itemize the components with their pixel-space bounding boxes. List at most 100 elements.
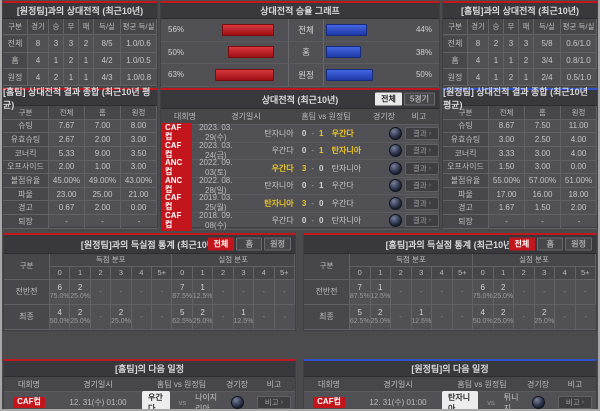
- home-team-name: 우간다: [271, 216, 294, 226]
- goal-percent: 50.0%: [50, 317, 70, 325]
- stat-value: 1.67: [489, 201, 525, 216]
- match-row[interactable]: CAF컵 2023. 03. 29(수) 탄자니아 0-1 우간다 결과 ›: [161, 123, 439, 144]
- filter-tab[interactable]: 전체: [508, 237, 536, 251]
- stat-value: 1: [49, 52, 64, 70]
- panel-summary-awayteam: [원정팀] 상대전적 결과 종합 (최근10년 평균) 구분 전체 홈 원정 슈팅 8.6…: [442, 87, 598, 229]
- goal-stat-cell: 2 25.0%: [70, 305, 91, 330]
- result-button[interactable]: 결과 ›: [405, 196, 439, 210]
- match-row[interactable]: CAF컵 2018. 09. 08(수) 우간다 0-0 탄자니아 결과 ›: [161, 211, 439, 231]
- goal-count: 5: [357, 308, 362, 318]
- empty-value: -: [460, 312, 464, 322]
- goal-stat-cell: -: [452, 280, 473, 305]
- goal-stat-cell: -: [575, 280, 596, 305]
- match-row[interactable]: CAF컵 2023. 03. 24(금) 우간다 0-1 탄자니아 결과 ›: [161, 141, 439, 161]
- home-win-bar: [221, 23, 274, 36]
- filter-tab[interactable]: 원정: [264, 237, 291, 251]
- stat-value: 0.5/1.0: [561, 69, 597, 87]
- goal-percent: 25.0%: [493, 292, 514, 300]
- h2h-record-table: 구분 경기 승 무 패 득/실 평균 득/실 전체 8 2 3 3 5/8 0.6/1.0 홈 4 1 1 2 3/4…: [443, 19, 597, 87]
- away-win-percent: 50%: [415, 70, 432, 80]
- column-header: 득/실: [94, 19, 121, 35]
- away-team-name: 나이지리아: [195, 392, 218, 411]
- goal-stat-cell: 6 75.0%: [473, 280, 494, 305]
- filter-tab[interactable]: 전체: [375, 92, 402, 106]
- goal-count: 1: [200, 283, 205, 293]
- stadium-icon[interactable]: [388, 161, 402, 175]
- stat-value: 1.50: [525, 201, 561, 216]
- row-label: 코너킥: [443, 146, 489, 161]
- filter-tab[interactable]: 5경기: [403, 92, 435, 106]
- stadium-icon[interactable]: [388, 144, 402, 158]
- stat-value: 2: [64, 52, 79, 70]
- away-score: 1: [318, 128, 324, 138]
- league-badge: CAF컵: [161, 193, 192, 214]
- schedule-row[interactable]: CAF컵 12. 31(수) 01:00 탄자니아 vs 튀니지 비고 ›: [304, 390, 596, 411]
- stat-value: 3: [504, 35, 519, 53]
- stat-value: 2.00: [85, 201, 121, 216]
- home-bar-track: [205, 46, 288, 59]
- empty-value: -: [140, 312, 143, 322]
- filter-tab[interactable]: 원정: [565, 237, 592, 251]
- goal-stat-cell: -: [391, 280, 412, 305]
- goal-bin-header: 3: [411, 267, 432, 280]
- stat-value: 3.00: [121, 160, 157, 175]
- goal-count: 2: [77, 283, 83, 293]
- filter-tab[interactable]: 전체: [207, 237, 235, 251]
- result-button[interactable]: 결과 ›: [405, 214, 439, 228]
- goal-stats-tabs: 전체 홈 원정: [207, 237, 291, 251]
- stadium-icon[interactable]: [388, 214, 402, 228]
- home-bar-track: [205, 23, 288, 36]
- home-score: 0: [301, 181, 307, 191]
- note-button[interactable]: 비고 ›: [558, 396, 592, 409]
- panel-next-match-hometeam: [홈팀]의 다음 일정 대회명 경기일시 홈팀 vs 원정팀 경기장 비고 CAF컵 12…: [3, 359, 296, 411]
- stadium-icon[interactable]: [388, 179, 402, 193]
- home-team-name: 탄자니아: [442, 390, 479, 411]
- goal-stat-cell: 5 62.5%: [350, 305, 371, 330]
- stat-value: 1.0/0.8: [121, 69, 157, 87]
- filter-tab[interactable]: 홈: [236, 237, 263, 251]
- winrate-row: 50% 홈 38%: [161, 41, 439, 65]
- column-header: 원정: [561, 106, 597, 120]
- goal-stat-cell: -: [411, 280, 432, 305]
- goal-stat-cell: -: [131, 305, 153, 330]
- column-header: 원정: [121, 106, 157, 120]
- result-button[interactable]: 결과 ›: [405, 144, 439, 158]
- column-header: 홈: [525, 106, 561, 120]
- result-button[interactable]: 결과 ›: [405, 161, 439, 175]
- result-button[interactable]: 결과 ›: [405, 179, 439, 193]
- row-label: 파울: [3, 187, 49, 202]
- column-header: 홈팀 vs 원정팀: [156, 379, 207, 389]
- stadium-icon[interactable]: [531, 396, 545, 409]
- home-win-percent: 56%: [168, 25, 185, 35]
- panel-title-bar: [홈팀]과의 상대전적 (최근10년): [443, 3, 597, 19]
- row-label: 퇴장: [3, 215, 49, 229]
- column-header: 경기: [28, 19, 49, 35]
- column-header: 대회명: [17, 379, 41, 389]
- home-win-bar: [215, 68, 274, 81]
- stat-value: 1.50: [489, 160, 525, 175]
- match-score: 3-0: [294, 164, 332, 173]
- stadium-icon[interactable]: [388, 196, 402, 210]
- goal-count: 1: [419, 308, 424, 318]
- result-button[interactable]: 결과 ›: [405, 126, 439, 140]
- panel-title-bar: [홈팀]과의 득실점 통계 (최근10년) 전체 홈 원정: [304, 235, 596, 254]
- stats-summary-table: 구분 전체 홈 원정 슈팅 8.67 7.50 11.00 유효슈팅 3.00 2.50 4.00 코너…: [443, 106, 597, 229]
- stat-value: 4: [28, 69, 49, 87]
- match-score: 0-1: [294, 146, 332, 155]
- match-row[interactable]: ANC컵 2022. 08. 28(일) 탄자니아 0-1 우간다 결과 ›: [161, 176, 439, 196]
- column-header: 전체: [49, 106, 85, 120]
- goal-stat-cell: -: [131, 280, 153, 305]
- stadium-icon[interactable]: [388, 126, 402, 140]
- match-row[interactable]: ANC컵 2022. 09. 03(토) 우간다 3-0 탄자니아 결과 ›: [161, 158, 439, 179]
- away-score: 0: [318, 216, 324, 226]
- stadium-icon[interactable]: [230, 396, 244, 409]
- note-button[interactable]: 비고 ›: [257, 396, 291, 409]
- away-score: 1: [318, 146, 324, 156]
- filter-tab[interactable]: 홈: [537, 237, 564, 251]
- match-row[interactable]: CAF컵 2019. 03. 25(월) 탄자니아 3-0 우간다 결과 ›: [161, 193, 439, 214]
- stat-value: 3: [64, 35, 79, 53]
- goal-stat-cell: -: [452, 305, 473, 330]
- goal-stat-cell: -: [152, 280, 173, 305]
- schedule-row[interactable]: CAF컵 12. 31(수) 01:00 우간다 vs 나이지리아 비고 ›: [4, 390, 295, 411]
- stat-value: 2.50: [525, 133, 561, 147]
